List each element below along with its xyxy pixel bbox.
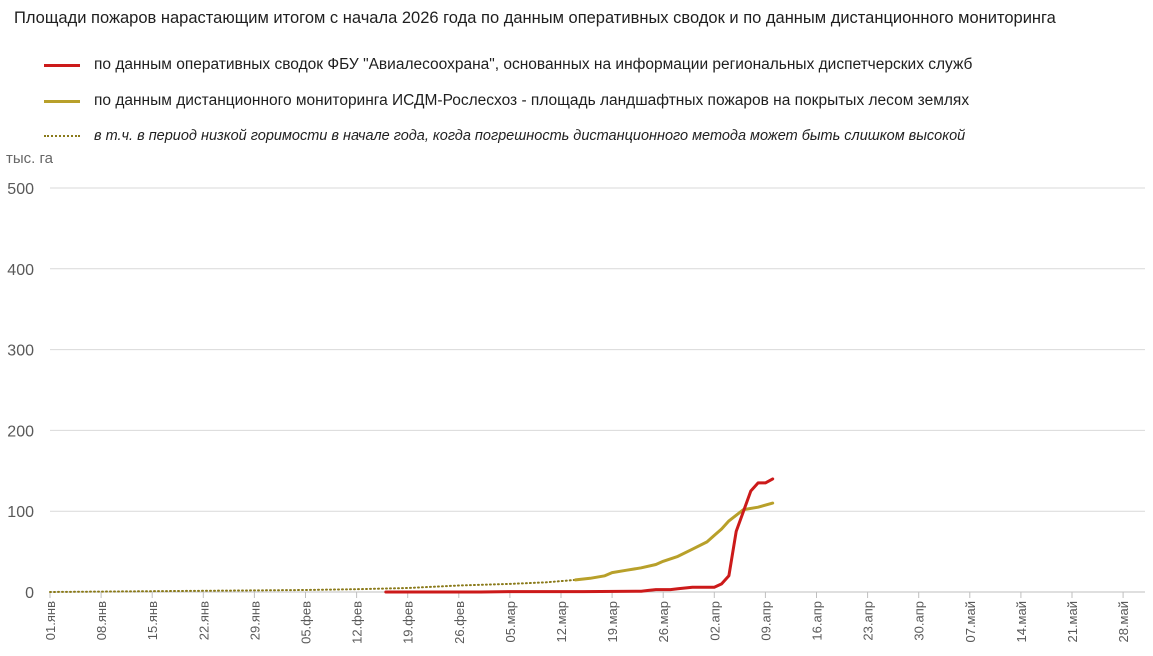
x-tick-label: 16.апр [810,601,825,641]
series-line-2 [49,578,577,593]
x-tick-label: 07.май [963,601,978,643]
y-tick-label: 400 [7,262,34,279]
y-tick-label: 200 [7,423,34,440]
y-axis-unit-label: тыс. га [6,150,53,167]
x-tick-label: 29.янв [247,601,262,640]
x-tick-label: 05.фев [299,601,314,644]
series-line-0 [384,477,775,594]
x-tick-label: 26.фев [452,601,467,644]
x-tick-label: 19.фев [401,601,416,644]
y-tick-label: 300 [7,343,34,360]
chart-title: Площади пожаров нарастающим итогом с нач… [14,9,1056,27]
legend-item-remote: по данным дистанционного мониторинга ИСД… [44,89,969,113]
x-tick-label: 22.янв [196,601,211,640]
legend-label-operative: по данным оперативных сводок ФБУ "Авиале… [94,56,973,73]
x-tick-label: 09.апр [758,601,773,641]
x-tick-label: 01.янв [43,601,58,640]
y-tick-label: 100 [7,504,34,521]
legend-swatch-remote [44,99,80,103]
series-line-1 [574,501,775,582]
x-tick-label: 14.май [1014,601,1029,643]
legend-label-remote: по данным дистанционного мониторинга ИСД… [94,92,970,109]
x-tick-label: 12.мар [554,601,569,642]
x-tick-label: 12.фев [350,601,365,644]
y-tick-label: 0 [25,585,34,602]
x-tick-label: 28.май [1116,601,1131,643]
legend-swatch-low-season [44,135,80,137]
x-tick-label: 23.апр [861,601,876,641]
x-tick-label: 21.май [1065,601,1080,643]
legend-swatch-operative [44,63,80,67]
legend-item-operative: по данным оперативных сводок ФБУ "Авиале… [44,53,972,77]
legend-item-low-season: в т.ч. в период низкой горимости в начал… [44,124,965,148]
x-tick-label: 30.апр [912,601,927,641]
x-tick-label: 08.янв [94,601,109,640]
x-tick-label: 02.апр [707,601,722,641]
x-tick-label: 05.мар [503,601,518,642]
x-tick-label: 15.янв [145,601,160,640]
x-tick-label: 26.мар [656,601,671,642]
x-tick-label: 19.мар [605,601,620,642]
y-tick-label: 500 [7,181,34,198]
legend-label-low-season: в т.ч. в период низкой горимости в начал… [94,128,966,144]
